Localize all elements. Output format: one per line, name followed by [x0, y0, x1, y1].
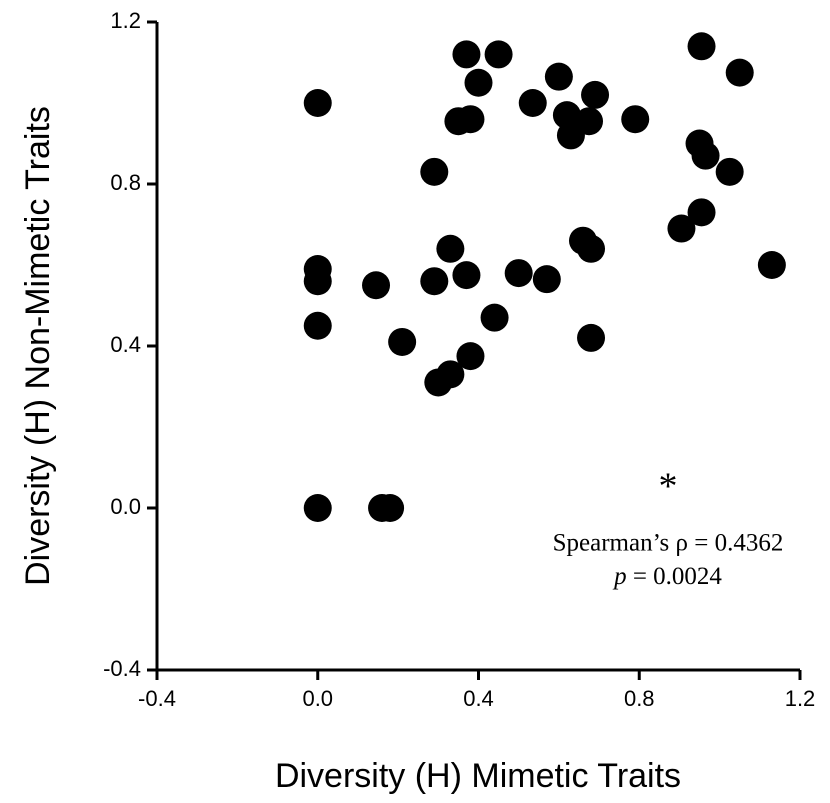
point: [452, 40, 481, 69]
point: [687, 32, 716, 61]
point: [436, 360, 465, 389]
point: [303, 267, 332, 296]
point: [757, 251, 786, 279]
x-axis-label: Diversity (H) Mimetic Traits: [275, 757, 681, 795]
point: [581, 80, 610, 109]
y-tick-label: 0.0: [110, 494, 141, 519]
p-value: p = 0.0024: [612, 563, 722, 590]
p-number: = 0.0024: [633, 563, 723, 590]
point: [303, 494, 332, 522]
x-tick-label: 1.2: [785, 686, 816, 711]
point: [456, 342, 485, 371]
point: [575, 107, 604, 136]
y-axis-label: Diversity (H) Non-Mimetic Traits: [19, 106, 57, 586]
y-tick-label: 0.4: [110, 332, 141, 357]
point: [577, 234, 606, 263]
x-tick-label: -0.4: [138, 686, 176, 711]
significance-mark: *: [659, 466, 678, 508]
point: [388, 327, 417, 356]
point: [667, 214, 696, 243]
x-tick-label: 0.4: [463, 686, 494, 711]
point: [621, 105, 650, 134]
point: [436, 234, 465, 263]
p-symbol: p: [612, 563, 627, 590]
point: [715, 157, 744, 186]
point: [504, 259, 533, 288]
y-tick-label: 0.8: [110, 170, 141, 195]
point: [691, 141, 720, 170]
x-tick-label: 0.0: [302, 686, 333, 711]
point: [303, 311, 332, 340]
point: [687, 198, 716, 227]
point: [464, 68, 493, 97]
y-tick-label: 1.2: [110, 8, 141, 33]
point: [577, 323, 606, 352]
point: [532, 265, 561, 294]
point: [376, 494, 405, 522]
spearman-stat: Spearman’s ρ = 0.4362: [553, 530, 784, 557]
point: [484, 40, 513, 69]
point: [456, 105, 485, 134]
x-tick-label: 0.8: [624, 686, 655, 711]
point: [544, 62, 573, 91]
point: [452, 261, 481, 290]
point: [480, 303, 509, 332]
point: [420, 267, 449, 296]
point: [420, 157, 449, 186]
point: [518, 89, 547, 117]
point: [362, 271, 391, 300]
point: [303, 89, 332, 117]
point: [725, 58, 754, 87]
y-tick-label: -0.4: [103, 656, 141, 681]
